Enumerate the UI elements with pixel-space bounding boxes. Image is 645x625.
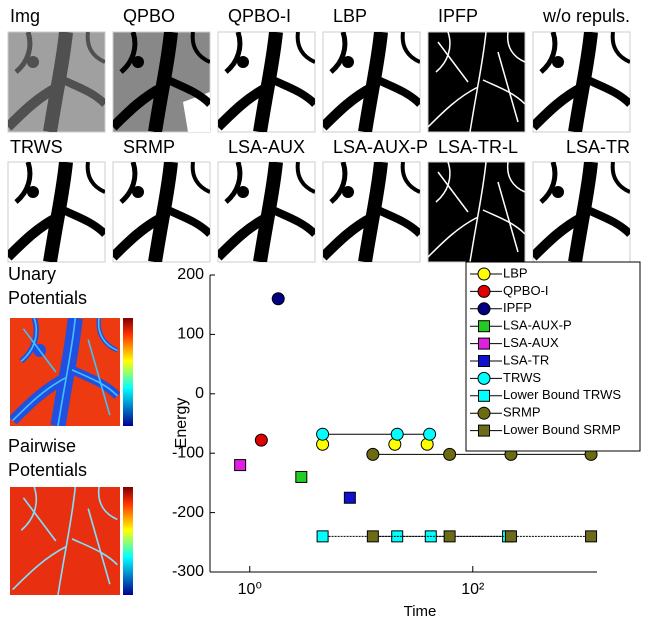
legend-label: SRMP: [503, 405, 541, 420]
legend-label: LBP: [503, 265, 528, 280]
legend-label: Lower Bound SRMP: [503, 422, 621, 437]
y-tick-label: 0: [195, 385, 204, 402]
panel-label: w/o repuls.: [542, 6, 630, 26]
legend-marker: [477, 406, 491, 420]
legend-marker: [478, 389, 490, 402]
panel-label: LBP: [333, 6, 367, 26]
point: [343, 491, 356, 504]
legend-label: LSA-TR: [503, 352, 549, 367]
point: [443, 447, 457, 461]
legend-marker: [477, 371, 491, 385]
x-tick-label: 10⁰: [238, 581, 262, 598]
legend-marker: [478, 355, 490, 367]
point: [443, 530, 456, 543]
point: [295, 470, 308, 483]
legend-label: IPFP: [503, 300, 532, 315]
unary-label: Unary Potentials: [8, 264, 88, 308]
point: [271, 292, 285, 306]
y-tick-label: 200: [177, 266, 204, 283]
point: [234, 459, 247, 472]
legend-label: TRWS: [503, 370, 541, 385]
legend-marker: [478, 320, 490, 333]
y-tick-label: -200: [172, 504, 204, 521]
chart: Time Energy -300 -200 -100 0 100 200 10⁰ 10² LBP…: [172, 261, 641, 620]
point: [366, 530, 379, 543]
legend-label: LSA-AUX-P: [503, 318, 572, 333]
legend-label: QPBO-I: [503, 283, 549, 298]
x-tick-label: 10²: [461, 581, 485, 598]
point: [390, 427, 404, 441]
panel-image: [427, 31, 526, 133]
panel-label: TRWS: [10, 137, 63, 157]
y-tick-label: -300: [172, 563, 204, 580]
point: [254, 433, 268, 447]
legend-marker: [478, 424, 490, 437]
panel-label: LSA-AUX-P: [333, 137, 428, 157]
point: [316, 530, 329, 543]
legend-marker: [477, 267, 491, 281]
y-axis-label: Energy: [173, 398, 190, 449]
point: [585, 530, 598, 543]
unary-heatmap: [10, 318, 133, 426]
legend-label: Lower Bound TRWS: [503, 387, 621, 402]
panel-image: [427, 161, 526, 263]
point: [504, 530, 517, 543]
panel-grid: Img QPBO QPBO-I LBP IPFP w/o repuls. TRWS SRMP L…: [7, 6, 631, 263]
panel-label: LSA-AUX: [228, 137, 305, 157]
y-tick-label: 100: [177, 326, 204, 343]
y-tick-label: -100: [172, 444, 204, 461]
point: [423, 427, 437, 441]
x-axis-label: Time: [404, 603, 437, 620]
panel-label: QPBO: [123, 6, 175, 26]
pairwise-heatmap: [10, 487, 133, 595]
panel-label: IPFP: [438, 6, 478, 26]
legend-marker: [478, 337, 490, 350]
panel-label: QPBO-I: [228, 6, 291, 26]
panel-label: Img: [10, 6, 40, 26]
legend-label: LSA-AUX: [503, 335, 559, 350]
panel-label: SRMP: [123, 137, 175, 157]
panel-label: LSA-TR-L: [438, 137, 518, 157]
pairwise-label: Pairwise Potentials: [8, 436, 88, 480]
point: [316, 427, 330, 441]
legend-box: [465, 261, 641, 452]
legend-marker: [477, 284, 491, 298]
panel-label: LSA-TR: [566, 137, 630, 157]
legend-marker: [477, 302, 491, 316]
point: [366, 447, 380, 461]
